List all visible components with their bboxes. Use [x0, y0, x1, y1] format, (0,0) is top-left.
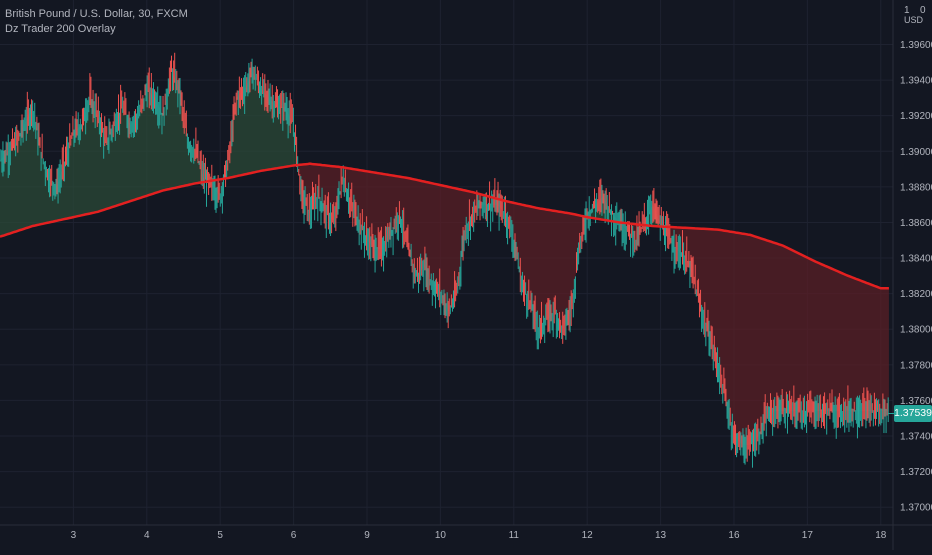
currency-label[interactable]: USD: [904, 15, 924, 25]
x-tick-label: 13: [655, 530, 667, 541]
chart-legend: British Pound / U.S. Dollar, 30, FXCM Dz…: [5, 7, 188, 37]
fill-above-ma: [0, 71, 207, 237]
x-tick-label: 5: [217, 530, 223, 541]
x-tick-label: 18: [875, 530, 887, 541]
x-tick-label: 16: [728, 530, 740, 541]
y-tick-label: 1.37200: [900, 467, 932, 478]
symbol-title[interactable]: British Pound / U.S. Dollar, 30, FXCM: [5, 8, 188, 20]
price-tag-connector: [888, 413, 894, 414]
fill-below-ma: [297, 160, 587, 330]
x-tick-label: 12: [582, 530, 594, 541]
x-tick-label: 17: [802, 530, 814, 541]
currency-top-label: 1: [904, 5, 910, 16]
y-tick-label: 1.38200: [900, 289, 932, 300]
y-tick-label: 1.38000: [900, 325, 932, 336]
y-tick-label: 1.39200: [900, 111, 932, 122]
x-tick-label: 11: [509, 530, 520, 541]
y-tick-label: 1.38400: [900, 254, 932, 265]
y-tick-label: 1.39600: [900, 40, 932, 51]
y-tick-label: 1.38800: [900, 182, 932, 193]
y-tick-label: 1.39400: [900, 76, 932, 87]
x-tick-label: 6: [291, 530, 297, 541]
y-tick-label: 1.38600: [900, 218, 932, 229]
last-price-tag: 1.37539: [894, 405, 932, 422]
ma200-line: [0, 162, 889, 290]
y-tick-label: 1.37600: [900, 396, 932, 407]
y-tick-label: 1.37400: [900, 432, 932, 443]
y-tick-label: 1.37800: [900, 360, 932, 371]
x-tick-label: 10: [435, 530, 447, 541]
indicator-title[interactable]: Dz Trader 200 Overlay: [5, 23, 116, 35]
x-tick-label: 4: [144, 530, 150, 541]
x-tick-label: 3: [71, 530, 77, 541]
currency-right-label: 0: [920, 5, 926, 16]
y-tick-label: 1.39000: [900, 147, 932, 158]
x-tick-label: 9: [364, 530, 370, 541]
y-tick-label: 1.37000: [900, 503, 932, 514]
